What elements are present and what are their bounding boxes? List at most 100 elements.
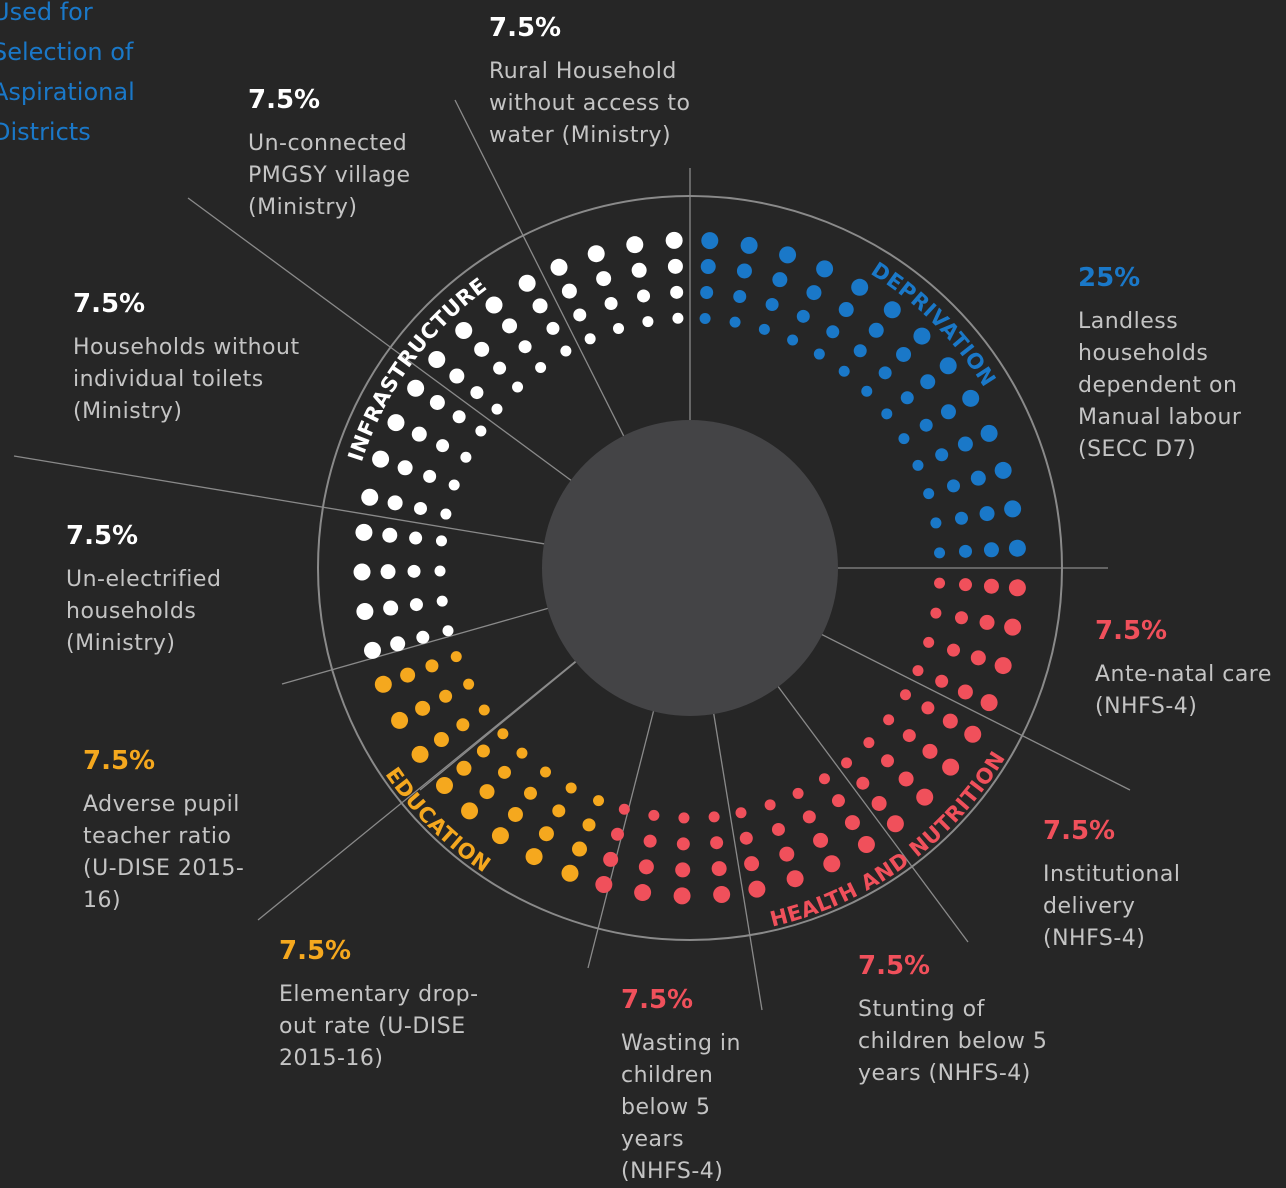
- dot: [813, 348, 825, 360]
- dot: [485, 296, 503, 314]
- dot: [708, 811, 720, 823]
- indicator-label: 25% Landless households dependent on Manu…: [1078, 262, 1268, 466]
- indicator-label: 7.5% Households without individual toilet…: [73, 288, 313, 428]
- dot: [626, 236, 644, 254]
- dot: [463, 678, 475, 690]
- dot: [856, 776, 870, 790]
- center-disk: [542, 420, 838, 716]
- dot: [736, 263, 752, 279]
- dot: [502, 318, 518, 334]
- dot: [947, 479, 961, 493]
- indicator-name: Adverse pupil teacher ratio (U-DISE 2015…: [83, 792, 245, 913]
- dot: [493, 361, 507, 375]
- dot: [593, 795, 605, 807]
- dot: [452, 410, 466, 424]
- dot: [434, 565, 446, 577]
- dot: [934, 577, 946, 589]
- dot: [1008, 539, 1026, 557]
- dot: [758, 323, 770, 335]
- dot: [546, 321, 560, 335]
- dot: [604, 297, 618, 311]
- dot: [792, 787, 804, 799]
- leader-line: [454, 99, 626, 439]
- dot: [957, 684, 973, 700]
- dot: [940, 404, 956, 420]
- dot: [372, 450, 390, 468]
- dot: [861, 385, 873, 397]
- dot: [919, 418, 933, 432]
- dot: [853, 344, 867, 358]
- dot: [979, 614, 995, 630]
- dot: [970, 470, 986, 486]
- dot: [433, 732, 449, 748]
- dot: [353, 563, 371, 581]
- dot: [532, 298, 548, 314]
- dot: [631, 262, 647, 278]
- indicator-name: Ante-natal care (NHFS-4): [1095, 662, 1272, 719]
- dot: [383, 600, 399, 616]
- dot: [735, 807, 747, 819]
- dot: [400, 667, 416, 683]
- dot: [898, 771, 914, 787]
- indicator-label: 7.5% Wasting in children below 5 years (N…: [621, 984, 756, 1188]
- dot: [415, 700, 431, 716]
- segment: [699, 232, 1026, 559]
- dot: [638, 859, 654, 875]
- indicator-label: 7.5% Institutional delivery (NHFS-4): [1043, 815, 1213, 955]
- indicator-label: 7.5% Un-connected PMGSY village (Ministry…: [248, 84, 448, 224]
- dot: [994, 461, 1012, 479]
- dot: [930, 607, 942, 619]
- dot: [382, 527, 398, 543]
- dot: [787, 334, 799, 346]
- dot: [883, 301, 901, 319]
- dot: [962, 389, 980, 407]
- dot: [898, 433, 910, 445]
- dot: [618, 803, 630, 815]
- dot: [423, 469, 437, 483]
- dot: [710, 836, 724, 850]
- dot: [772, 272, 788, 288]
- dot: [994, 657, 1012, 675]
- dot: [863, 737, 875, 749]
- dot: [610, 827, 624, 841]
- dot: [838, 302, 854, 318]
- dot: [670, 285, 684, 299]
- indicator-label: 7.5% Adverse pupil teacher ratio (U-DISE …: [83, 745, 258, 917]
- dot: [595, 875, 613, 893]
- dot: [516, 747, 528, 759]
- dot: [491, 827, 509, 845]
- segment: [461, 747, 605, 882]
- indicator-name: Rural Household without access to water …: [489, 59, 691, 148]
- dot: [700, 286, 714, 300]
- indicator-label: 7.5% Ante-natal care (NHFS-4): [1095, 615, 1285, 723]
- dot: [460, 451, 472, 463]
- dot: [831, 794, 845, 808]
- segment: [841, 689, 982, 833]
- dot: [361, 488, 379, 506]
- dot: [700, 259, 716, 275]
- dot: [667, 258, 683, 274]
- dot: [409, 598, 423, 612]
- dot: [407, 564, 421, 578]
- indicator-name: Elementary drop-out rate (U-DISE 2015-16…: [279, 982, 479, 1071]
- dot: [844, 815, 860, 831]
- dot: [841, 757, 853, 769]
- chart-title: Used for Selection of Aspirational Distr…: [0, 0, 135, 146]
- dot: [922, 743, 938, 759]
- segment: [550, 231, 684, 345]
- dot: [678, 812, 690, 824]
- dot: [425, 659, 439, 673]
- dot: [565, 782, 577, 794]
- group-label-path: [344, 694, 564, 914]
- dot: [479, 784, 495, 800]
- dot: [455, 322, 473, 340]
- dot: [449, 368, 465, 384]
- segment: [735, 773, 875, 898]
- dot: [364, 641, 382, 659]
- dot: [711, 861, 727, 877]
- dot: [771, 822, 785, 836]
- dot: [779, 246, 797, 264]
- dot: [397, 460, 413, 476]
- outer-ring: [317, 195, 1063, 941]
- dot: [923, 636, 935, 648]
